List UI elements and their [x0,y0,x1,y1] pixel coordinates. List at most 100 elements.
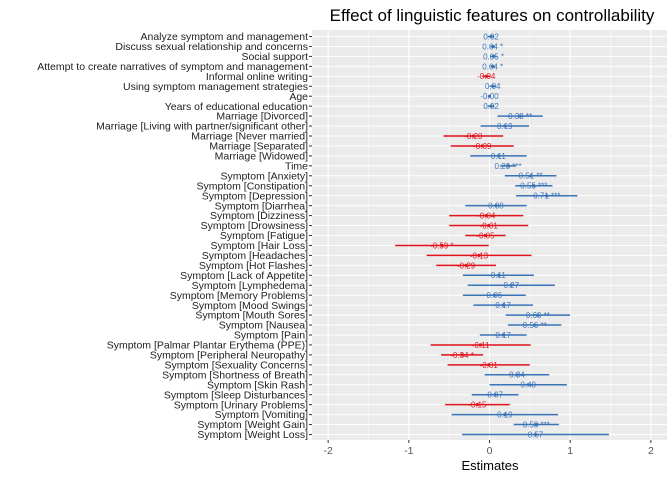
y-tick-label: Marriage [Never married] [191,131,308,143]
estimate-label: 0.34 [509,371,525,380]
y-tick-label: Symptom [Lack of Appetite] [180,270,308,282]
y-tick-label: Symptom [Urinary Problems] [174,399,308,411]
y-tick-label: Symptom [Lymphedema] [192,280,308,292]
estimate-point [503,124,507,128]
estimate-label: -0.04 [477,212,496,221]
estimate-point [533,323,537,327]
estimate-label: 0.17 [495,331,511,340]
estimate-point [491,84,495,88]
y-tick-label: Symptom [Dizziness] [210,210,308,222]
x-axis-ticks: -2 -1 0 1 2 [323,440,654,457]
estimate-label: 0.58 *** [523,420,550,429]
estimate-label: 0.04 * [482,42,503,51]
y-tick-label: Symptom [Drowsiness] [201,220,308,232]
estimate-label: 0.04 * [482,62,503,71]
estimate-point [503,413,507,417]
estimate-point [545,194,549,198]
y-tick-label: Marriage [Separated] [209,141,308,153]
y-tick-label: Using symptom management strategies [123,81,308,93]
estimate-point [483,233,488,238]
estimate-label: 0.08 [488,202,504,211]
y-tick-label: Symptom [Constipation] [197,180,309,192]
x-axis-title: Estimates [461,458,519,473]
estimate-point [464,263,468,267]
y-tick-label: Age [289,91,308,103]
estimate-point [489,34,493,39]
estimate-label: 0.11 [491,152,507,161]
estimate-point [479,343,483,347]
y-tick-label: Symptom [Skin Rash] [207,379,308,391]
y-tick-label: Symptom [Anxiety] [220,170,308,182]
y-tick-label: Symptom [Weight Gain] [197,419,308,431]
estimate-label: -0.01 [480,221,499,230]
y-tick-label: Marriage [Living with partner/significan… [96,121,308,133]
estimate-label: -0.11 [472,341,490,350]
y-tick-label: Discuss sexual relationship and concerns [115,41,308,53]
estimate-label: -0.34 * [450,351,474,360]
chart-title: Effect of linguistic features on control… [330,6,655,25]
estimate-point [501,333,505,337]
y-tick-label: Symptom [Hair Loss] [211,240,309,252]
estimate-point [484,214,488,218]
y-tick-label: Symptom [Nausea] [219,320,308,332]
y-tick-label: Marriage [Divorced] [216,111,308,123]
estimate-point [489,104,493,108]
estimate-point [480,144,484,148]
estimate-label: 0.19 [497,122,513,131]
estimate-label: 0.56 ** [523,321,547,330]
estimate-label: 0.60 ** [526,311,550,320]
y-tick-label: Symptom [Sexuality Concerns] [164,359,308,371]
y-tick-label: Social support [241,51,308,63]
y-tick-label: Symptom [Sleep Disturbances] [164,389,308,401]
estimate-point [477,253,481,257]
y-tick-label: Symptom [Depression] [202,190,308,202]
estimate-label: -0.09 [473,142,492,151]
estimate-label: -0.04 [477,72,496,81]
estimate-label: -0.05 [476,231,495,240]
estimate-point [526,383,530,387]
estimate-point [440,243,444,248]
estimate-label: -0.15 [468,401,487,410]
y-tick-label: Symptom [Diarrhea] [215,200,308,212]
estimate-label: 0.07 [487,391,503,400]
estimate-label: 0.17 [495,301,511,310]
estimate-label: 0.48 [520,381,536,390]
estimate-point [532,184,536,188]
estimate-point [515,373,519,377]
estimate-label: 0.06 [487,291,503,300]
estimate-label: 0.11 [491,271,507,280]
estimate-point [529,174,533,178]
y-tick-label: Informal online writing [206,71,308,83]
estimate-label: 0.02 [483,32,499,41]
estimate-point [487,223,491,228]
y-tick-label: Analyze symptom and management [140,31,308,43]
estimate-point [491,54,496,59]
estimate-point [487,94,492,98]
estimate-label: -0.59 * [430,241,454,250]
estimate-point [518,114,522,118]
y-tick-label: Attempt to create narratives of symptom … [37,61,308,73]
estimate-point [471,134,475,138]
estimate-label: 0.57 [528,430,544,439]
estimate-point [475,403,479,407]
estimate-point [460,353,464,357]
y-tick-label: Symptom [Memory Problems] [170,290,308,302]
estimate-point [493,393,497,397]
x-tick-label: 1 [567,445,573,457]
y-tick-label: Symptom [Palmar Plantar Erythema (PPE)] [107,340,308,352]
x-tick-label: 2 [648,445,654,457]
estimate-point [533,432,538,437]
y-tick-label: Symptom [Hot Flashes] [199,260,308,272]
y-tick-label: Marriage [Widowed] [215,151,308,163]
y-tick-label: Symptom [Pain] [234,330,308,342]
estimate-label: 0.71 *** [533,192,560,201]
estimate-marks: 0.020.04 *0.05 *0.04 *-0.040.04-0.000.02… [395,32,609,439]
estimate-label: 0.05 * [483,52,504,61]
y-tick-label: Symptom [Peripheral Neuropathy] [150,350,308,362]
estimate-point [534,422,538,427]
y-tick-label: Symptom [Mouth Sores] [195,310,308,322]
estimate-label: -0.20 [464,132,483,141]
estimate-point [501,303,505,307]
estimate-label: 0.51 ** [519,172,543,181]
estimate-point [496,273,500,277]
